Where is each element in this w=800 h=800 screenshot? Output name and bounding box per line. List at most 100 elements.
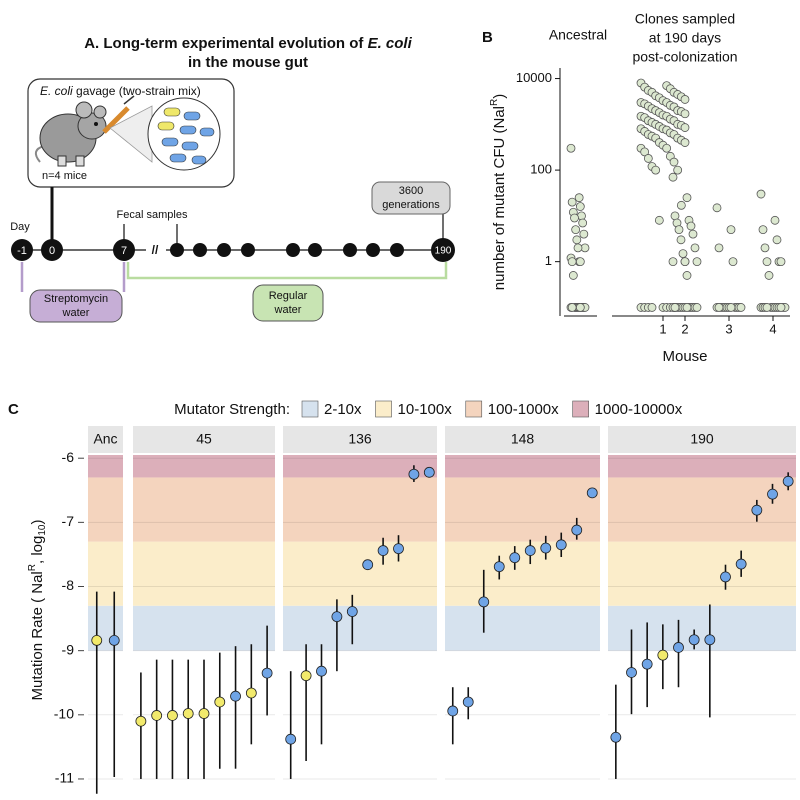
data-point [668, 257, 678, 267]
strength-band [445, 605, 600, 651]
y-tick-label: -10 [54, 706, 74, 722]
data-point [690, 243, 700, 253]
data-point [462, 696, 474, 708]
data-point [377, 545, 389, 556]
data-point [714, 243, 724, 253]
generations-label: 3600 [399, 185, 423, 197]
legend-label: 100-1000x [488, 401, 559, 418]
streptomycin-bracket [20, 262, 126, 292]
x-tick-label: 2 [681, 321, 688, 336]
label-part: ) [491, 94, 508, 99]
data-point [643, 154, 653, 163]
data-point [682, 193, 692, 203]
data-point [762, 303, 772, 312]
data-point [735, 558, 747, 570]
column-header: at 190 days [649, 30, 721, 46]
data-point [647, 303, 657, 312]
legend-label: 2-10x [324, 401, 362, 418]
data-point [575, 202, 585, 211]
data-point [657, 649, 669, 661]
legend-swatch [572, 400, 589, 418]
data-point [720, 571, 731, 583]
data-point [478, 596, 490, 608]
day-label: Day [10, 221, 30, 233]
data-point [555, 539, 567, 551]
data-point [670, 303, 680, 312]
data-point [578, 218, 588, 228]
data-point [91, 634, 103, 646]
label-part: R [27, 564, 38, 571]
data-point [680, 109, 690, 119]
y-axis-label: number of mutant CFU (NalR) [489, 94, 508, 290]
data-point [669, 157, 679, 167]
streptomycin-label: water [62, 307, 90, 319]
strength-band [283, 455, 437, 478]
data-point [393, 543, 404, 555]
data-point [712, 203, 722, 213]
data-point [680, 257, 690, 267]
data-point [198, 708, 210, 719]
facet-label: Anc [93, 431, 117, 447]
y-tick-label: -7 [62, 513, 75, 529]
y-tick-label: -8 [62, 577, 75, 593]
legend-label: 1000-10000x [595, 401, 683, 418]
data-point [575, 303, 585, 312]
data-point [673, 642, 684, 653]
data-point [641, 658, 653, 670]
data-point [245, 687, 257, 699]
strength-band [88, 455, 123, 478]
panel-b: B Ancestral Clones sampled at 190 days p… [482, 11, 790, 365]
data-point [346, 606, 358, 617]
day-number: 190 [435, 246, 452, 257]
day-nodes: -1 0 7 190 [11, 238, 455, 262]
data-point [509, 552, 521, 564]
data-point [686, 221, 696, 231]
panel-a-title: A. Long-term experimental evolution of E… [84, 35, 412, 52]
strength-band [133, 477, 275, 542]
data-point [182, 708, 194, 719]
label-part: ) [29, 520, 46, 525]
data-point [626, 667, 637, 678]
data-point [108, 634, 120, 646]
facet-header [88, 426, 123, 453]
data-point [640, 147, 650, 157]
data-point [567, 197, 577, 207]
gavage-part: E. coli [40, 84, 73, 98]
panel-a: A. Long-term experimental evolution of E… [10, 35, 455, 323]
data-point [230, 690, 241, 702]
axis-break: // [152, 243, 159, 257]
strength-band [283, 605, 437, 651]
data-point [572, 235, 582, 245]
generations-label: generations [382, 199, 440, 211]
data-point [770, 215, 780, 225]
data-point [261, 667, 273, 679]
data-point [568, 271, 578, 280]
streptomycin-label: Streptomycin [44, 293, 108, 305]
panel-c: C Mutator Strength: Mutation Rate ( NalR… [8, 400, 796, 794]
data-point [762, 257, 772, 267]
data-point [567, 303, 577, 312]
day-node [41, 239, 63, 261]
data-point [676, 235, 686, 245]
facet-plot [445, 455, 600, 780]
data-point [682, 303, 692, 312]
label-part: 10 [37, 524, 48, 536]
data-point [673, 165, 683, 175]
legend-swatch [375, 400, 392, 418]
day-number: 7 [121, 245, 127, 257]
data-point [680, 138, 690, 147]
y-tick-label: -6 [62, 449, 75, 465]
legend-title: Mutator Strength: [174, 401, 290, 418]
data-point [570, 213, 579, 223]
y-tick-label: 10000 [516, 70, 552, 85]
x-tick-label: 1 [659, 321, 666, 336]
streptomycin-box [29, 289, 123, 323]
day-node [113, 239, 135, 261]
data-point [586, 487, 598, 499]
strength-band [88, 541, 123, 606]
panel-label: B [482, 29, 493, 46]
strength-band [88, 477, 123, 542]
data-point [654, 215, 664, 225]
facet-plot [283, 455, 437, 780]
